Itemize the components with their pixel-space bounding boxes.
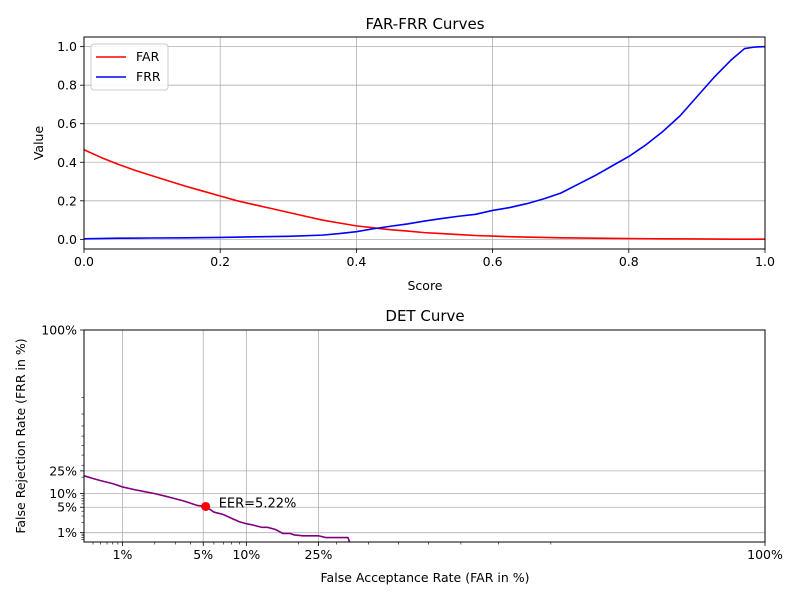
series-line-frr (83, 45, 766, 240)
y-tick-label: 0.4 (57, 155, 77, 170)
y-tick-label: 1% (57, 525, 77, 540)
y-ticks: 1% 5%10% 25% 100% (41, 323, 84, 540)
chart-title: FAR-FRR Curves (365, 15, 484, 33)
eer-marker (201, 501, 211, 511)
legend: FAR FRR (90, 43, 169, 91)
x-axis-label: False Acceptance Rate (FAR in %) (321, 570, 530, 585)
plot-frame (83, 329, 766, 543)
eer-marker-group: EER=5.22% (201, 496, 296, 511)
y-tick-label: 100% (41, 323, 77, 338)
legend-label-far: FAR (136, 49, 160, 64)
x-axis-label: Score (407, 278, 442, 293)
y-tick-label: 0.0 (57, 232, 77, 247)
series-lines (83, 475, 351, 543)
x-tick-label: 1.0 (755, 254, 775, 269)
y-tick-label: 1.0 (57, 39, 77, 54)
y-ticks: 0.0 0.2 0.4 0.6 0.8 1.0 (57, 39, 84, 247)
legend-box (90, 43, 169, 91)
x-tick-label: 1% (113, 547, 133, 562)
x-tick-label: 100% (747, 547, 783, 562)
y-tick-label: 10% (49, 486, 77, 501)
plot-frame (83, 36, 766, 250)
far-frr-chart: FAR-FRR Curves 0.0 0.2 0.4 0.6 0.8 1.0 0.0 0.2… (31, 15, 775, 293)
x-tick-label: 0.2 (210, 254, 230, 269)
legend-label-frr: FRR (136, 69, 161, 84)
x-tick-label: 0.0 (74, 254, 94, 269)
y-axis-label: False Rejection Rate (FRR in %) (13, 338, 28, 533)
x-tick-label: 5% (193, 547, 213, 562)
series-lines (83, 45, 766, 240)
y-tick-label: 25% (49, 463, 77, 478)
series-line-det (83, 475, 351, 543)
x-tick-label: 0.4 (346, 254, 366, 269)
y-tick-label: 0.8 (57, 78, 77, 93)
x-ticks: 1% 5% 10% 25% 100% (113, 542, 783, 562)
y-tick-label: 0.6 (57, 116, 77, 131)
y-tick-label: 0.2 (57, 193, 77, 208)
eer-annotation: EER=5.22% (219, 496, 297, 511)
det-chart: DET Curve 1% 5% 10% 25% 100% 1%5%10%25%100% … (13, 307, 783, 585)
y-tick-label: 5% (57, 500, 77, 515)
x-tick-label: 25% (305, 547, 333, 562)
x-tick-label: 10% (232, 547, 260, 562)
x-tick-label: 0.8 (619, 254, 639, 269)
chart-title: DET Curve (385, 307, 464, 325)
y-axis-label: Value (31, 126, 46, 161)
x-tick-label: 0.6 (483, 254, 503, 269)
x-ticks: 0.0 0.2 0.4 0.6 0.8 1.0 (74, 249, 775, 269)
series-line-far (83, 149, 765, 240)
